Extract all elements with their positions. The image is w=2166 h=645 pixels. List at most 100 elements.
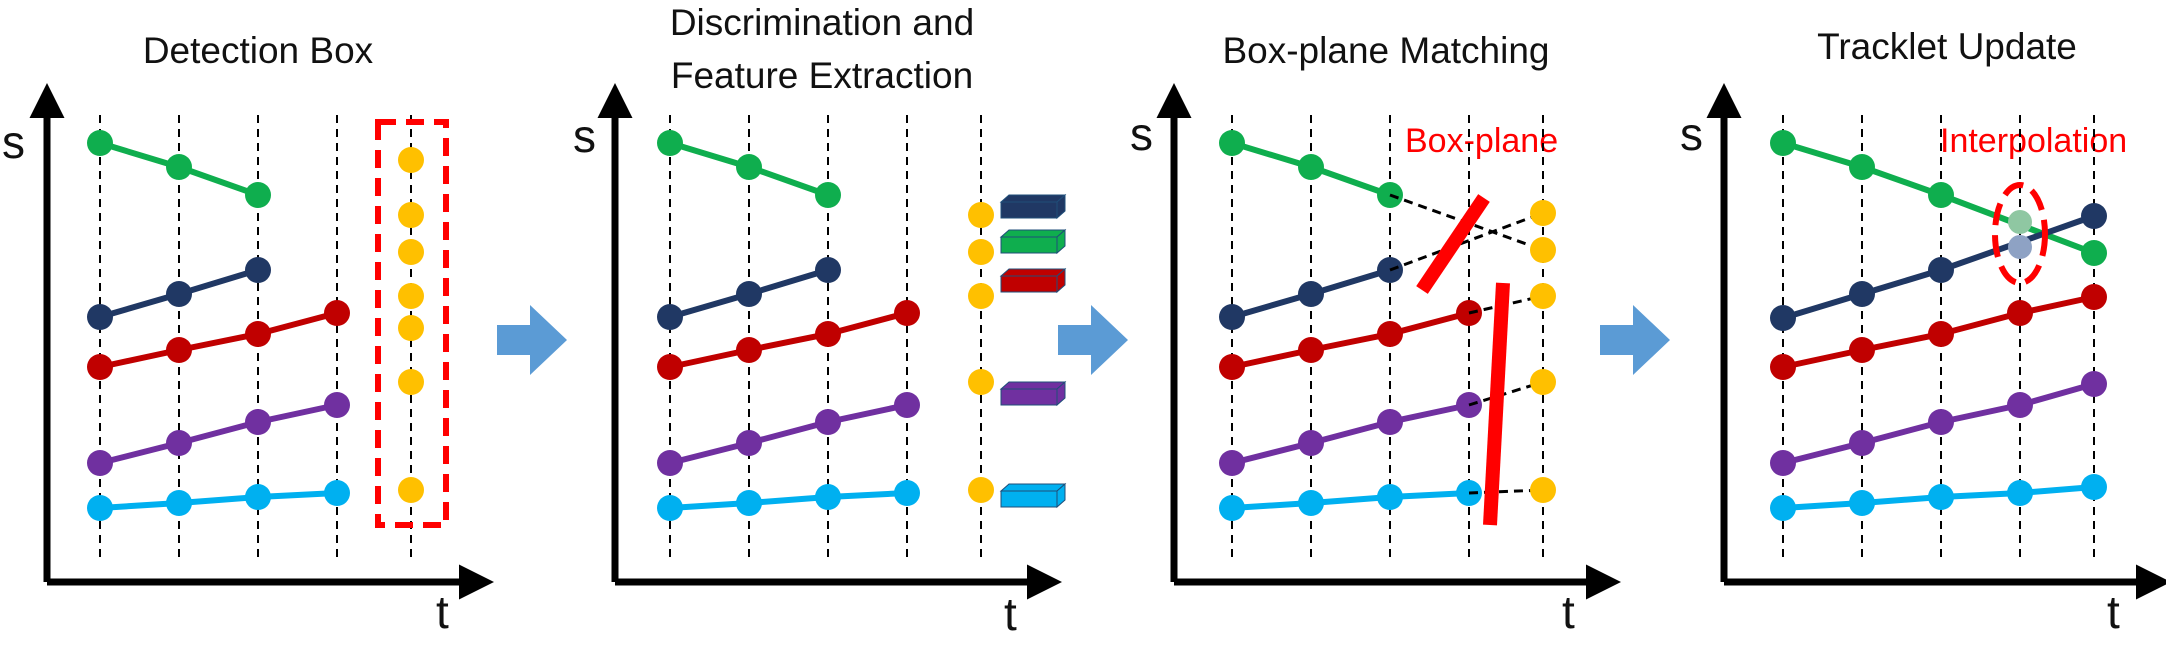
panel-3-tracklet-cyan-point-3 [1377, 484, 1403, 510]
feature-cyan-side [1056, 482, 1066, 509]
panel-1-tracklet-cyan-point-3 [245, 484, 271, 510]
feature-green-front [1000, 236, 1058, 254]
panel-4-tracklet-cyan-point-3 [1928, 484, 1954, 510]
panel-4-tracklet-red-point-5 [2081, 284, 2107, 310]
panel-4-tracklet-purple-point-4 [2007, 392, 2033, 418]
panel-1-tracklet-green-point-3 [245, 182, 271, 208]
panel-1-tracklet-red-point-2 [166, 337, 192, 363]
panel-3-detection-5 [1530, 477, 1556, 503]
panel-4-x-axis-label: t [2107, 586, 2120, 638]
feature-red-front [1000, 275, 1058, 293]
panel-1-tracklet-green-point-2 [166, 154, 192, 180]
panel-4-tracklet-green-point-1 [1770, 130, 1796, 156]
panel-2-tracklet-red-point-4 [894, 300, 920, 326]
panel-4-tracklet-purple-point-3 [1928, 409, 1954, 435]
panel-4-tracklet-purple-point-5 [2081, 371, 2107, 397]
panel-2-tracklet-red-point-1 [657, 354, 683, 380]
panel-2-tracklet-cyan-line [669, 490, 908, 511]
panel-3-detection-2 [1530, 237, 1556, 263]
panel-2-tracklet-navy-point-2 [736, 281, 762, 307]
panel-3-tracklet-red-point-3 [1377, 321, 1403, 347]
panel-4-title: Tracklet Update [1817, 26, 2077, 67]
panel-1-tracklet-purple-point-4 [324, 392, 350, 418]
panel-3-tracklet-red-point-1 [1219, 354, 1245, 380]
panel-3-tracklet-purple-point-2 [1298, 430, 1324, 456]
panel-4-tracklet-navy-point-1 [1770, 305, 1796, 331]
panel-1-tracklet-red-point-1 [87, 354, 113, 380]
panel-3-tracklet-navy-point-1 [1219, 304, 1245, 330]
panel-1-tracklet-cyan-point-1 [87, 495, 113, 521]
panel-4-tracklet-green-point-2 [1849, 154, 1875, 180]
panel-2-tracklet-cyan-point-4 [894, 480, 920, 506]
panel-2-detection-1 [968, 202, 994, 228]
panel-3-tracklet-green-point-1 [1219, 130, 1245, 156]
interpolation-ellipse [1992, 182, 2048, 286]
panel-4-tracklet-red-point-2 [1849, 337, 1875, 363]
panel-1-y-axis-label: s [2, 116, 25, 168]
panel-4-interpolated-green-point [2008, 210, 2032, 234]
panel-1-detection-2 [398, 202, 424, 228]
panel-2-x-axis-label: t [1004, 588, 1017, 640]
panel-1-tracklet-navy-point-1 [87, 304, 113, 330]
panel-3-tracklet-cyan-point-2 [1298, 490, 1324, 516]
panel-2-y-axis-label: s [573, 110, 596, 162]
panel-2-title-line-1: Discrimination and [670, 2, 974, 43]
panel-1-tracklet-cyan-line [99, 490, 338, 511]
panel-1-tracklet-cyan-point-4 [324, 480, 350, 506]
panel-2-tracklet-cyan-point-1 [657, 495, 683, 521]
box-plane-label: Box-plane [1405, 122, 1558, 160]
panel-1-tracklet-red-point-4 [324, 300, 350, 326]
panel-1-tracklet-purple-line [99, 402, 338, 466]
panel-1-tracklet-purple-point-2 [166, 430, 192, 456]
feature-red-top [999, 268, 1067, 277]
panel-1-tracklet-cyan-point-2 [166, 490, 192, 516]
feature-navy-top [999, 194, 1067, 203]
panel-2-tracklet-red-point-2 [736, 337, 762, 363]
panel-4-tracklet-green-point-4 [2081, 240, 2107, 266]
feature-navy-front [1000, 201, 1058, 219]
panel-1-detection-box [375, 119, 449, 528]
panel-3-detection-3 [1530, 283, 1556, 309]
feature-cyan-top [999, 483, 1067, 492]
feature-cyan-front [1000, 490, 1058, 508]
panel-2-tracklet-purple-point-3 [815, 409, 841, 435]
panel-4-tracklet-green-point-3 [1928, 182, 1954, 208]
panel-2-tracklet-purple-point-1 [657, 450, 683, 476]
panel-4-tracklet-navy-point-3 [1928, 257, 1954, 283]
panel-1-detection-6 [398, 369, 424, 395]
box-plane-upper [1416, 194, 1490, 294]
panel-3-x-axis-label: t [1562, 586, 1575, 638]
panel-1-detection-4 [398, 283, 424, 309]
panel-2-tracklet-red-line [669, 310, 908, 370]
panel-2-detection-4 [968, 369, 994, 395]
panel-2-tracklet-purple-line [669, 402, 908, 466]
panel-2-tracklet-green-point-2 [736, 154, 762, 180]
panel-2-tracklet-green-point-1 [657, 130, 683, 156]
panel-4-tracklet-cyan-point-4 [2007, 480, 2033, 506]
panel-2-tracklet-cyan-point-2 [736, 490, 762, 516]
panel-2-tracklet-purple-point-4 [894, 392, 920, 418]
panel-1-tracklet-purple-point-3 [245, 409, 271, 435]
panel-1-tracklet-purple-point-1 [87, 450, 113, 476]
panel-2-detection-5 [968, 477, 994, 503]
panel-2-tracklet-cyan-point-3 [815, 484, 841, 510]
panel-3-tracklet-green-point-2 [1298, 154, 1324, 180]
flow-arrow-1 [497, 305, 567, 375]
feature-purple-side [1056, 380, 1066, 407]
panel-2-tracklet-green-point-3 [815, 182, 841, 208]
panel-2-tracklet-navy-point-3 [815, 257, 841, 283]
panel-4-interpolated-navy-point [2008, 235, 2032, 259]
panel-3-tracklet-purple-point-1 [1219, 450, 1245, 476]
panel-1-tracklet-red-point-3 [245, 321, 271, 347]
panel-3-y-axis-label: s [1130, 108, 1153, 160]
panel-2-tracklet-navy-point-1 [657, 304, 683, 330]
panel-1-title: Detection Box [143, 30, 374, 71]
panel-4-tracklet-red-point-3 [1928, 321, 1954, 347]
panel-1-tracklet-navy-point-3 [245, 257, 271, 283]
feature-purple-top [999, 381, 1067, 390]
feature-red-side [1056, 267, 1066, 294]
panel-3-tracklet-cyan-point-1 [1219, 495, 1245, 521]
interpolation-label: Interpolation [1940, 122, 2127, 160]
